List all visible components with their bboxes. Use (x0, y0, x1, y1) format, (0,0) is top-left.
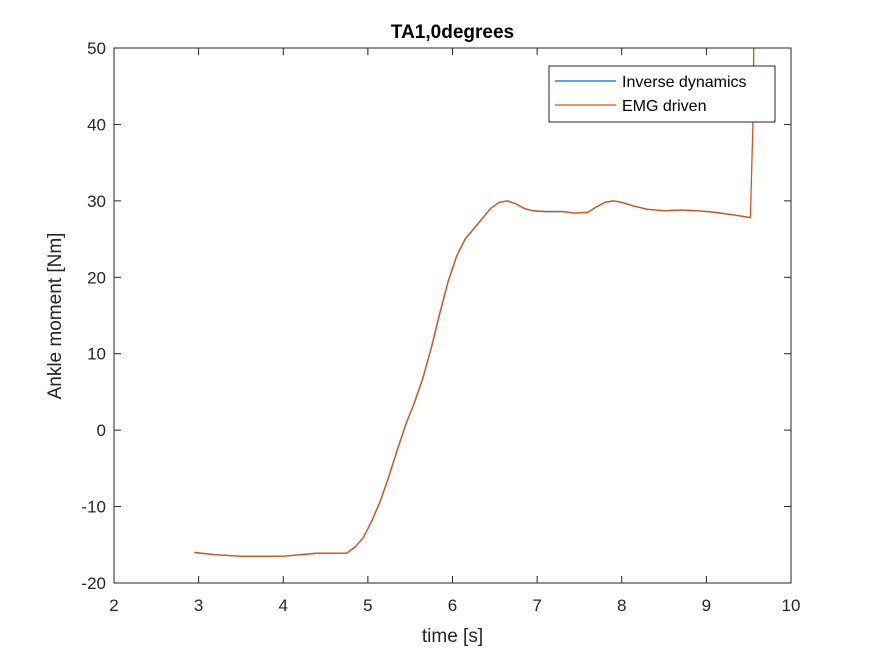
chart-title: TA1,0degrees (391, 22, 514, 43)
y-tick-label: 40 (87, 115, 106, 134)
y-tick-label: -20 (81, 574, 106, 593)
x-tick-label: 10 (782, 596, 801, 615)
legend-box (548, 65, 776, 123)
x-tick-label: 5 (363, 596, 372, 615)
x-tick-label: 3 (194, 596, 203, 615)
y-tick-label: 20 (87, 268, 106, 287)
y-tick-label: 10 (87, 345, 106, 364)
plot-area (114, 48, 791, 583)
x-axis-label: time [s] (422, 626, 483, 647)
y-axis-label: Ankle moment [Nm] (45, 233, 66, 400)
x-tick-label: 7 (532, 596, 541, 615)
y-tick-label: 0 (97, 421, 106, 440)
series-line-emg-driven (194, 48, 755, 557)
series-layer (194, 48, 755, 557)
x-tick-label: 6 (448, 596, 457, 615)
tick-layer: 2 3 4 5 6 7 8 9 10 -20 -10 0 10 20 30 40 50 (81, 39, 800, 615)
x-tick-label: 8 (617, 596, 626, 615)
y-tick-label: 50 (87, 39, 106, 58)
x-tick-label: 9 (702, 596, 711, 615)
x-tick-label: 4 (279, 596, 288, 615)
y-tick-label: 30 (87, 192, 106, 211)
y-tick-label: -10 (81, 498, 106, 517)
legend-label-emg-driven: EMG driven (622, 98, 706, 115)
x-tick-label: 2 (109, 596, 118, 615)
legend-label-inverse-dynamics: Inverse dynamics (622, 74, 747, 91)
legend: Inverse dynamics EMG driven (548, 65, 776, 123)
